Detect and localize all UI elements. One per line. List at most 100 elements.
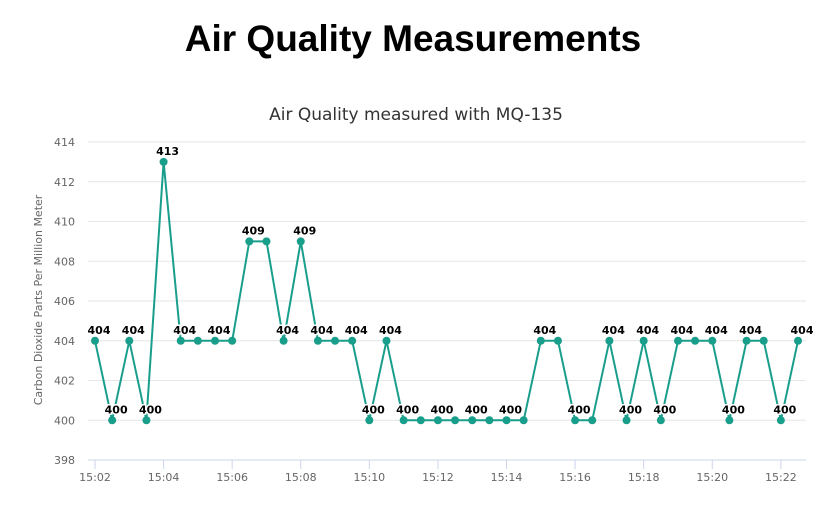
data-point[interactable] — [331, 336, 340, 345]
data-label: 400 — [568, 403, 591, 416]
data-point[interactable] — [485, 416, 494, 425]
data-point[interactable] — [519, 416, 528, 425]
x-tick-label: 15:20 — [696, 471, 728, 484]
data-label: 413 — [156, 145, 179, 158]
data-label: 409 — [242, 224, 265, 237]
data-label: 404 — [636, 324, 659, 337]
data-point[interactable] — [91, 336, 99, 345]
data-point[interactable] — [365, 416, 374, 425]
data-point[interactable] — [536, 336, 545, 345]
data-label: 404 — [705, 324, 728, 337]
data-point[interactable] — [656, 416, 665, 425]
data-point[interactable] — [725, 416, 734, 425]
data-label: 404 — [88, 324, 111, 337]
data-point[interactable] — [399, 416, 408, 425]
x-axis: 15:02 15:04 15:06 15:08 15:10 15:12 15:14 15:16… — [79, 459, 806, 484]
x-tick-label: 15:16 — [559, 471, 591, 484]
data-label: 404 — [739, 324, 762, 337]
y-tick-label: 414 — [54, 136, 75, 149]
data-label: 404 — [670, 324, 693, 337]
data-point[interactable] — [622, 416, 631, 425]
y-tick-label: 404 — [54, 335, 75, 348]
data-point[interactable] — [776, 416, 785, 425]
x-tick-label: 15:08 — [285, 471, 317, 484]
data-point[interactable] — [108, 416, 117, 425]
data-point[interactable] — [759, 336, 768, 345]
data-point[interactable] — [228, 336, 237, 345]
data-point[interactable] — [262, 237, 271, 246]
x-tick-label: 15:06 — [216, 471, 248, 484]
series-line — [94, 161, 799, 422]
data-label: 404 — [345, 324, 368, 337]
y-tick-label: 400 — [54, 414, 75, 427]
data-point[interactable] — [313, 336, 322, 345]
data-point[interactable] — [794, 336, 802, 345]
data-label: 400 — [499, 403, 522, 416]
data-point[interactable] — [605, 336, 614, 345]
x-tick-label: 15:04 — [148, 471, 180, 484]
data-point[interactable] — [176, 336, 185, 345]
y-tick-label: 412 — [54, 176, 75, 189]
data-label: 400 — [653, 403, 676, 416]
data-label: 400 — [465, 403, 488, 416]
data-label: 400 — [362, 403, 385, 416]
x-tick-label: 15:22 — [765, 471, 797, 484]
y-tick-label: 398 — [54, 454, 75, 467]
x-tick-label: 15:02 — [79, 471, 111, 484]
x-tick-label: 15:10 — [353, 471, 385, 484]
data-point[interactable] — [571, 416, 580, 425]
data-point[interactable] — [468, 416, 477, 425]
data-point[interactable] — [742, 336, 751, 345]
data-point[interactable] — [382, 336, 391, 345]
data-label: 404 — [122, 324, 145, 337]
data-label: 404 — [310, 324, 333, 337]
data-label: 400 — [722, 403, 745, 416]
data-label: 400 — [773, 403, 796, 416]
data-point[interactable] — [279, 336, 288, 345]
data-label: 404 — [379, 324, 402, 337]
y-tick-label: 408 — [54, 255, 75, 268]
data-point[interactable] — [348, 336, 357, 345]
data-point[interactable] — [588, 416, 597, 425]
data-point[interactable] — [502, 416, 511, 425]
data-point[interactable] — [553, 336, 562, 345]
data-point[interactable] — [159, 157, 168, 166]
data-label: 404 — [173, 324, 196, 337]
x-tick-label: 15:14 — [491, 471, 523, 484]
y-tick-label: 402 — [54, 375, 75, 388]
data-label: 400 — [396, 403, 419, 416]
data-point[interactable] — [296, 237, 305, 246]
data-label: 409 — [293, 224, 316, 237]
data-label: 404 — [533, 324, 556, 337]
data-label: 400 — [139, 403, 162, 416]
data-label: 404 — [602, 324, 625, 337]
data-point[interactable] — [673, 336, 682, 345]
data-label: 400 — [430, 403, 453, 416]
data-point[interactable] — [639, 336, 648, 345]
data-point[interactable] — [691, 336, 700, 345]
data-point[interactable] — [433, 416, 442, 425]
data-point[interactable] — [125, 336, 134, 345]
data-point[interactable] — [211, 336, 220, 345]
chart-title: Air Quality measured with MQ-135 — [269, 105, 563, 125]
data-label: 404 — [208, 324, 231, 337]
data-label: 404 — [791, 324, 814, 337]
data-point[interactable] — [245, 237, 254, 246]
y-tick-label: 406 — [54, 295, 75, 308]
x-tick-label: 15:18 — [628, 471, 660, 484]
page-title: Air Quality Measurements — [184, 18, 642, 59]
data-point[interactable] — [708, 336, 717, 345]
y-axis: 398 400 402 404 406 408 410 412 414 — [54, 136, 75, 467]
x-tick-label: 15:12 — [422, 471, 454, 484]
y-axis-title: Carbon Dioxide Parts Per Million Meter — [32, 194, 45, 405]
data-point[interactable] — [193, 336, 202, 345]
data-points — [91, 157, 802, 425]
y-tick-label: 410 — [54, 216, 75, 229]
data-point[interactable] — [451, 416, 460, 425]
data-point[interactable] — [142, 416, 151, 425]
data-labels: 404 400 404 400 413 404 404 409 404 409 404 404 400 4… — [86, 143, 815, 417]
data-point[interactable] — [416, 416, 425, 425]
data-label: 400 — [619, 403, 642, 416]
data-label: 404 — [276, 324, 299, 337]
